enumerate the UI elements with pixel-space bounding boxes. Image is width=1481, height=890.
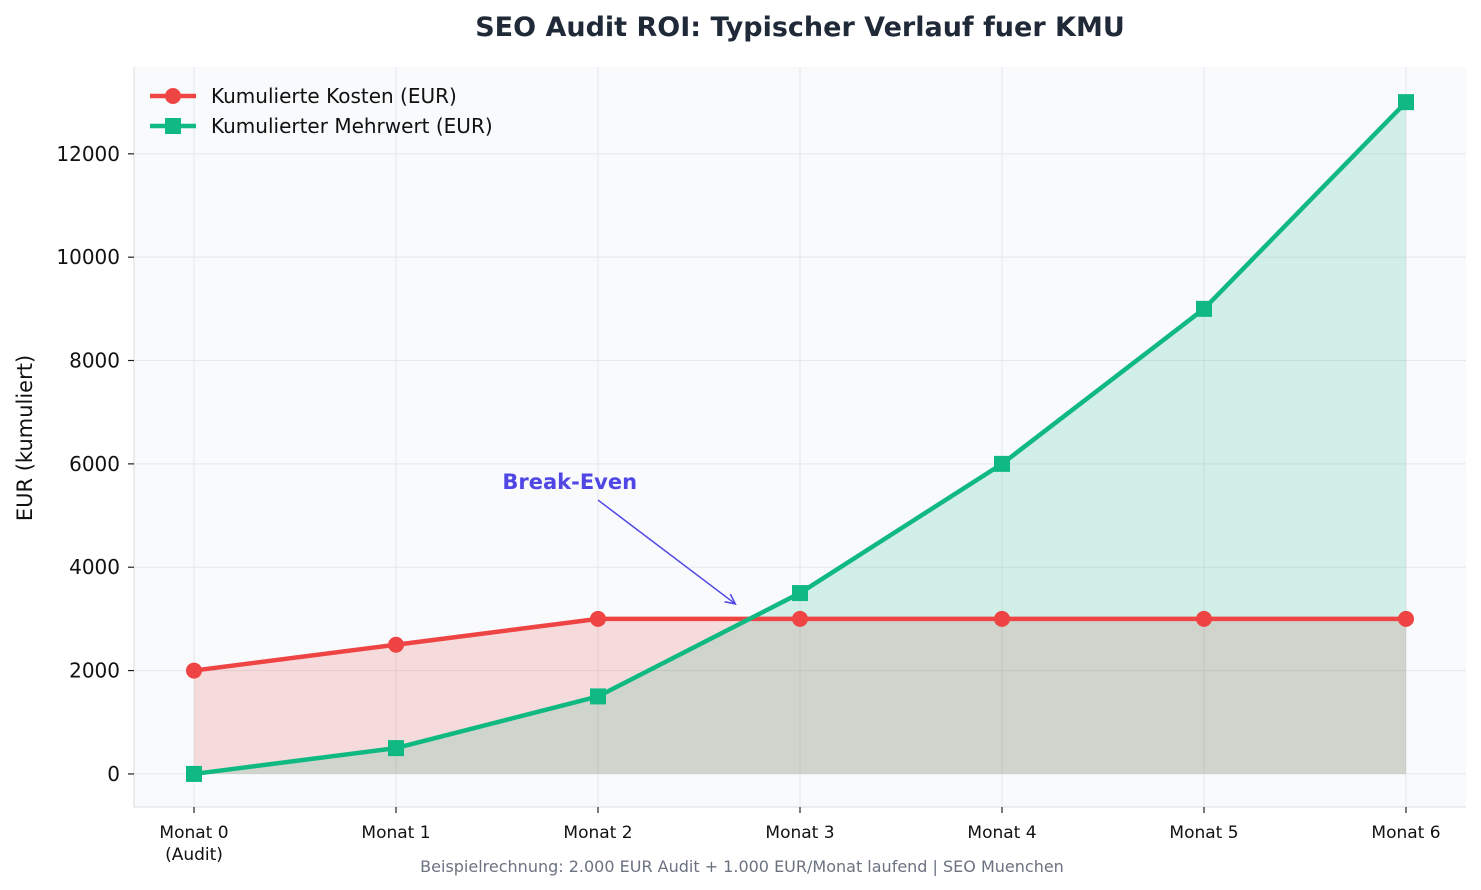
ticks: 0 2000 4000 6000 8000 10000 12000 Monat 0 (Audit… bbox=[56, 142, 1440, 865]
legend: Kumulierte Kosten (EUR) Kumulierter Mehrw… bbox=[150, 84, 493, 138]
series-area-fill bbox=[194, 618, 1406, 774]
y-tick-label: 10000 bbox=[56, 245, 120, 269]
annotation: Break-Even bbox=[502, 470, 737, 605]
y-tick-label: 6000 bbox=[69, 452, 120, 476]
series-area-fill bbox=[194, 102, 1406, 774]
data-point-circle bbox=[1196, 610, 1212, 627]
data-point-square bbox=[1398, 94, 1414, 111]
data-point-square bbox=[792, 585, 808, 602]
data-point-circle bbox=[994, 610, 1010, 627]
legend-label: Kumulierter Mehrwert (EUR) bbox=[211, 114, 493, 138]
y-tick-label: 0 bbox=[107, 762, 120, 786]
x-tick-label: Monat 6 bbox=[1371, 823, 1440, 843]
x-tick-label: Monat 1 bbox=[361, 823, 430, 843]
data-point-circle bbox=[1398, 610, 1414, 627]
data-point-square bbox=[1196, 300, 1212, 317]
y-tick-label: 8000 bbox=[69, 349, 120, 373]
legend-circle-icon bbox=[165, 88, 181, 104]
y-tick-label: 2000 bbox=[69, 659, 120, 683]
y-tick-label: 4000 bbox=[69, 555, 120, 579]
data-point-circle bbox=[590, 610, 606, 627]
data-point-circle bbox=[186, 662, 202, 679]
y-axis-label: EUR (kumuliert) bbox=[13, 355, 37, 521]
data-point-square bbox=[590, 688, 606, 705]
chart-title: SEO Audit ROI: Typischer Verlauf fuer KM… bbox=[475, 12, 1125, 43]
x-tick-label: Monat 5 bbox=[1169, 823, 1238, 843]
break-even-arrow bbox=[597, 499, 736, 605]
data-point-square bbox=[388, 740, 404, 757]
data-point-square bbox=[186, 765, 202, 782]
x-tick-label: Monat 0 (Audit) bbox=[159, 823, 228, 865]
x-tick-label: Monat 2 bbox=[563, 823, 632, 843]
series-lines bbox=[186, 94, 1414, 782]
legend-label: Kumulierte Kosten (EUR) bbox=[211, 84, 457, 108]
break-even-label: Break-Even bbox=[502, 470, 637, 494]
arrow-head-icon bbox=[724, 593, 737, 605]
data-point-square bbox=[994, 455, 1010, 472]
x-tick-label: Monat 3 bbox=[765, 823, 834, 843]
area-fills bbox=[194, 102, 1406, 774]
legend-square-icon bbox=[165, 118, 181, 134]
y-tick-label: 12000 bbox=[56, 142, 120, 166]
footnote: Beispielrechnung: 2.000 EUR Audit + 1.00… bbox=[420, 857, 1064, 876]
x-tick-label: Monat 4 bbox=[967, 823, 1036, 843]
data-point-circle bbox=[388, 636, 404, 653]
grid bbox=[134, 67, 1466, 807]
data-point-circle bbox=[792, 610, 808, 627]
